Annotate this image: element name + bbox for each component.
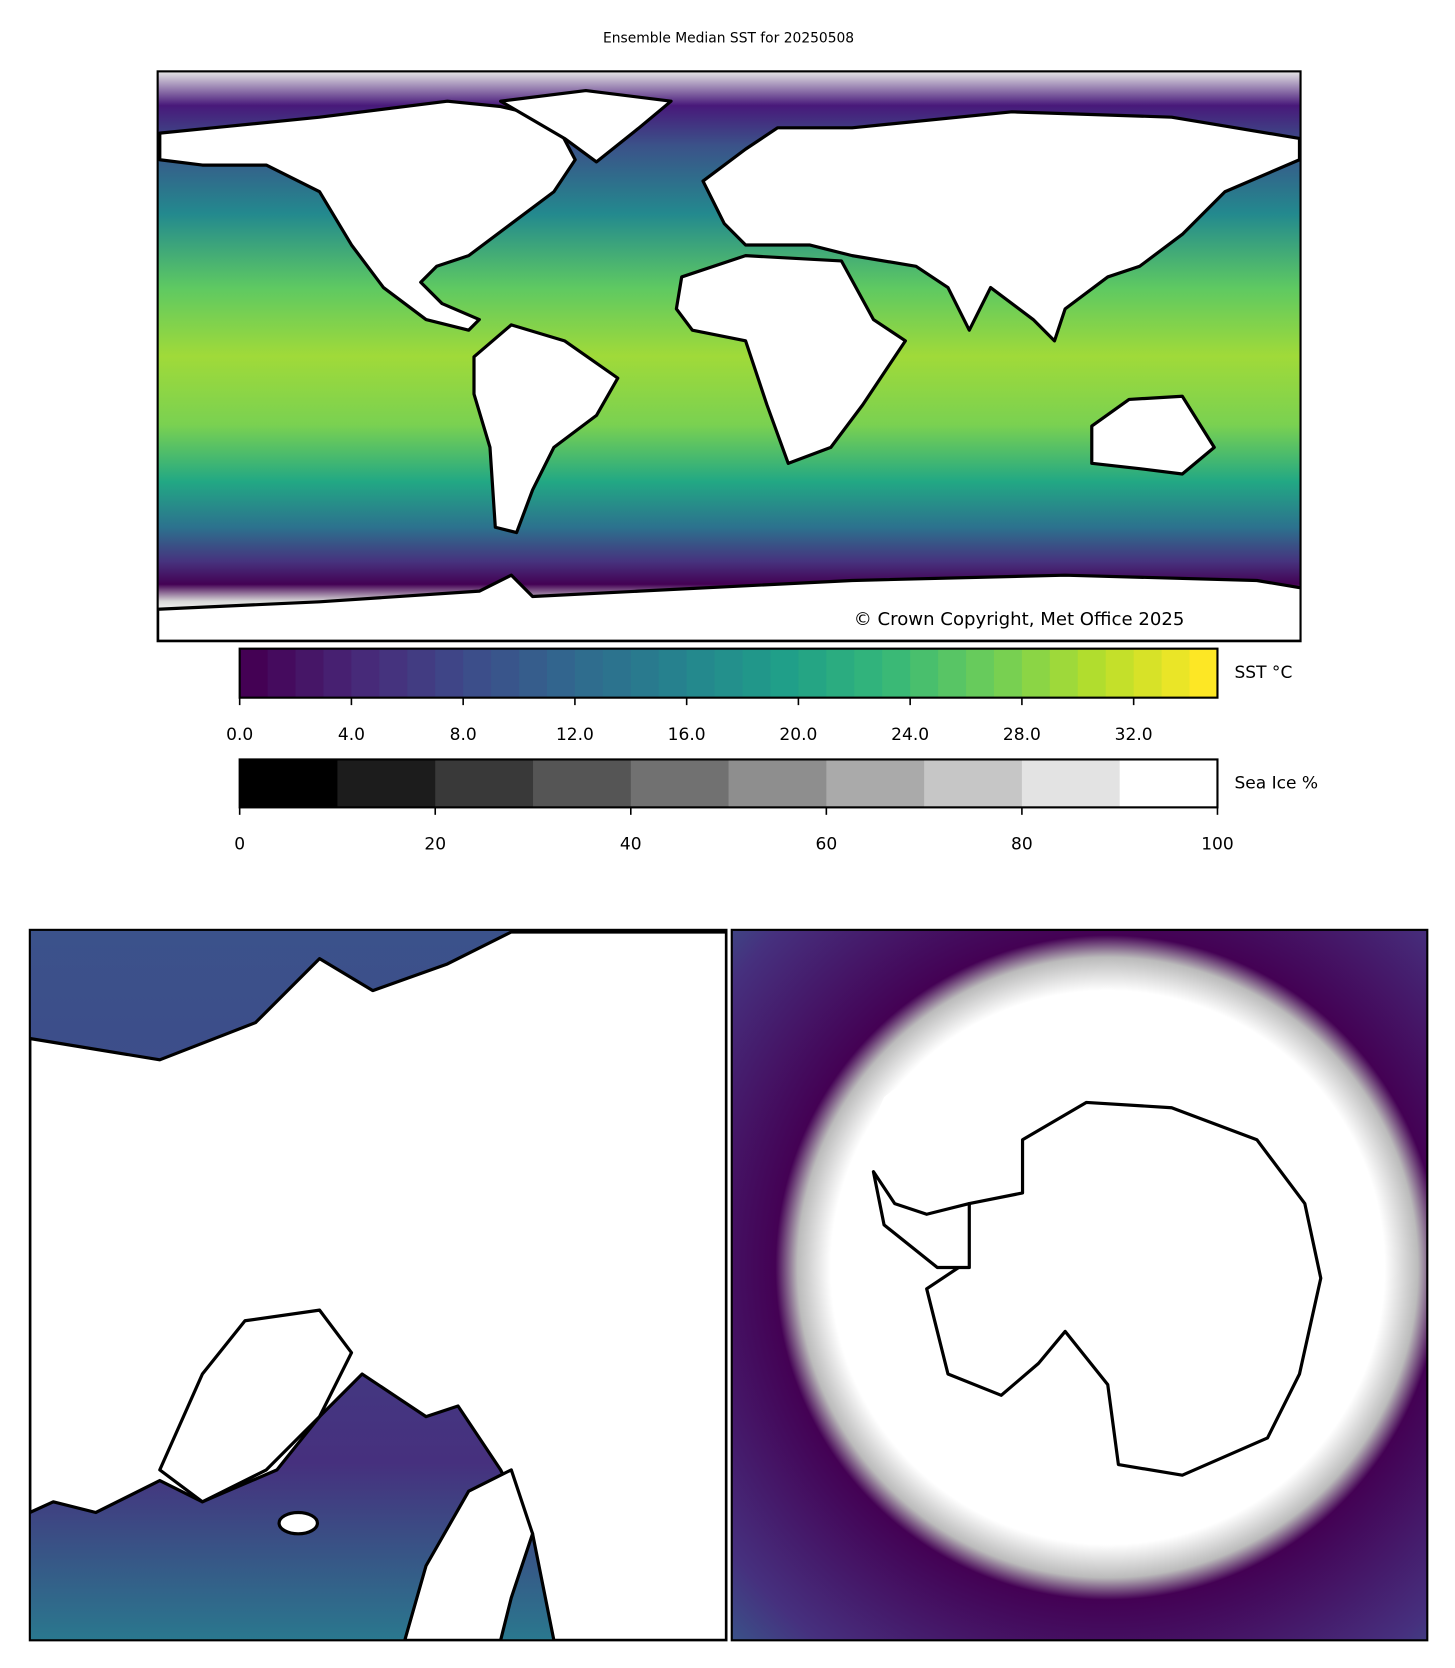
map-frame (156, 70, 1302, 643)
tick-label: 28.0 (1003, 725, 1041, 745)
color-segment (533, 759, 632, 808)
antarctica (925, 1100, 1323, 1477)
south-america (472, 323, 620, 535)
colorbars: SST °C 0.0 4.0 8.0 12.0 16.0 20.0 24.0 28.0 32.0 S… (226, 647, 1319, 855)
arctic-map (29, 929, 727, 1641)
colorbar-frame (238, 758, 1219, 809)
tick-label: 12.0 (556, 725, 594, 745)
color-segment (379, 648, 408, 698)
copyright: © Crown Copyright, Met Office 2025 (854, 609, 1185, 630)
tick-label: 100 (1201, 835, 1234, 855)
title: Ensemble Median SST for 20250508 (603, 30, 854, 46)
greenland (158, 1308, 354, 1504)
color-segment (770, 648, 800, 698)
scandinavia (403, 1468, 535, 1641)
tick-label: 4.0 (338, 725, 365, 745)
color-segment (630, 648, 660, 698)
color-segment (351, 648, 380, 698)
color-segment (1119, 759, 1219, 808)
colorbar-label: SST °C (1235, 663, 1293, 683)
global-map: © Crown Copyright, Met Office 2025 (157, 71, 1301, 642)
tick-label: 0 (234, 835, 245, 855)
antarctica (157, 573, 1301, 642)
color-segment (798, 648, 827, 698)
color-segment (686, 648, 716, 698)
color-segment (854, 648, 883, 698)
color-segment (323, 648, 353, 698)
color-segment (993, 648, 1023, 698)
tick-label: 32.0 (1115, 725, 1153, 745)
color-segment (924, 759, 1023, 808)
color-segment (1161, 648, 1191, 698)
color-segment (1049, 648, 1079, 698)
color-segment (546, 648, 576, 698)
color-segment (938, 648, 967, 698)
tick-label: 16.0 (668, 725, 706, 745)
iceland (277, 1510, 320, 1536)
color-segment (826, 759, 925, 808)
color-segment (630, 759, 730, 808)
antarctic-frame (730, 928, 1429, 1642)
color-segment (463, 648, 492, 698)
tick-label: 20 (424, 835, 446, 855)
color-segment (882, 648, 911, 698)
color-segment (602, 648, 632, 698)
africa (674, 254, 907, 465)
color-segment (826, 648, 855, 698)
tick-label: 24.0 (891, 725, 929, 745)
color-segment (1021, 759, 1121, 808)
color-segment (574, 648, 604, 698)
color-segment (1133, 648, 1163, 698)
color-segment (1077, 648, 1107, 698)
colorbar-frame (238, 647, 1219, 699)
antarctic-peninsula (871, 1170, 971, 1270)
color-segment (491, 648, 520, 698)
color-segment (1021, 648, 1051, 698)
tick-label: 0.0 (226, 725, 253, 745)
tick-label: 20.0 (779, 725, 817, 745)
antarctic-map (731, 929, 1428, 1641)
color-segment (728, 759, 827, 808)
color-segment (658, 648, 688, 698)
tick-label: 40 (620, 835, 642, 855)
color-segment (435, 759, 534, 808)
color-segment (435, 648, 464, 698)
colorbar-label: Sea Ice % (1235, 773, 1319, 793)
color-segment (714, 648, 744, 698)
eurasia (701, 110, 1301, 343)
color-segment (966, 648, 995, 698)
color-segment (910, 648, 939, 698)
tick-label: 80 (1011, 835, 1033, 855)
tick-label: 8.0 (450, 725, 477, 745)
color-segment (407, 648, 436, 698)
australia (1090, 394, 1216, 476)
color-segment (1189, 648, 1219, 698)
greenland (499, 88, 673, 164)
color-segment (519, 648, 548, 698)
color-segment (267, 648, 297, 698)
tick-label: 60 (816, 835, 838, 855)
arctic-frame (28, 928, 728, 1642)
color-segment (239, 759, 339, 808)
color-segment (742, 648, 772, 698)
color-segment (239, 648, 269, 698)
color-segment (337, 759, 436, 808)
north-america (158, 99, 577, 332)
color-segment (295, 648, 325, 698)
color-segment (1105, 648, 1135, 698)
